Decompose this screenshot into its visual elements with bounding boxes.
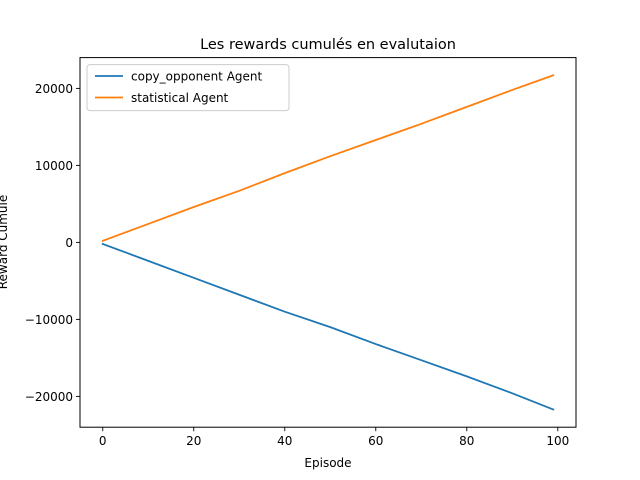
legend-label-1: copy_opponent Agent [131,70,263,84]
x-tick-label: 0 [99,434,107,448]
series-layer [101,74,555,411]
x-axis: 0 20 40 60 80 100 [99,427,569,448]
x-tick-label: 60 [368,434,383,448]
y-axis-label: Reward Cumulé [0,195,10,290]
legend-box [86,64,290,112]
x-tick-label: 20 [186,434,201,448]
x-tick-label: 100 [546,434,569,448]
legend: copy_opponent Agent statistical Agent [86,64,290,112]
series-line-1 [101,242,555,411]
legend-label-2: statistical Agent [131,91,229,105]
chart-title: Les rewards cumulés en evalutaion [200,37,456,53]
y-tick-label: −20000 [25,390,73,404]
series-line-2 [101,74,555,243]
y-tick-label: 20000 [35,82,73,96]
y-tick-label: 10000 [35,159,73,173]
y-axis: −20000 −10000 0 10000 20000 [25,82,80,404]
x-axis-label: Episode [304,456,351,470]
x-tick-label: 40 [277,434,292,448]
y-tick-label: 0 [65,236,73,250]
y-tick-label: −10000 [25,313,73,327]
x-tick-label: 80 [459,434,474,448]
